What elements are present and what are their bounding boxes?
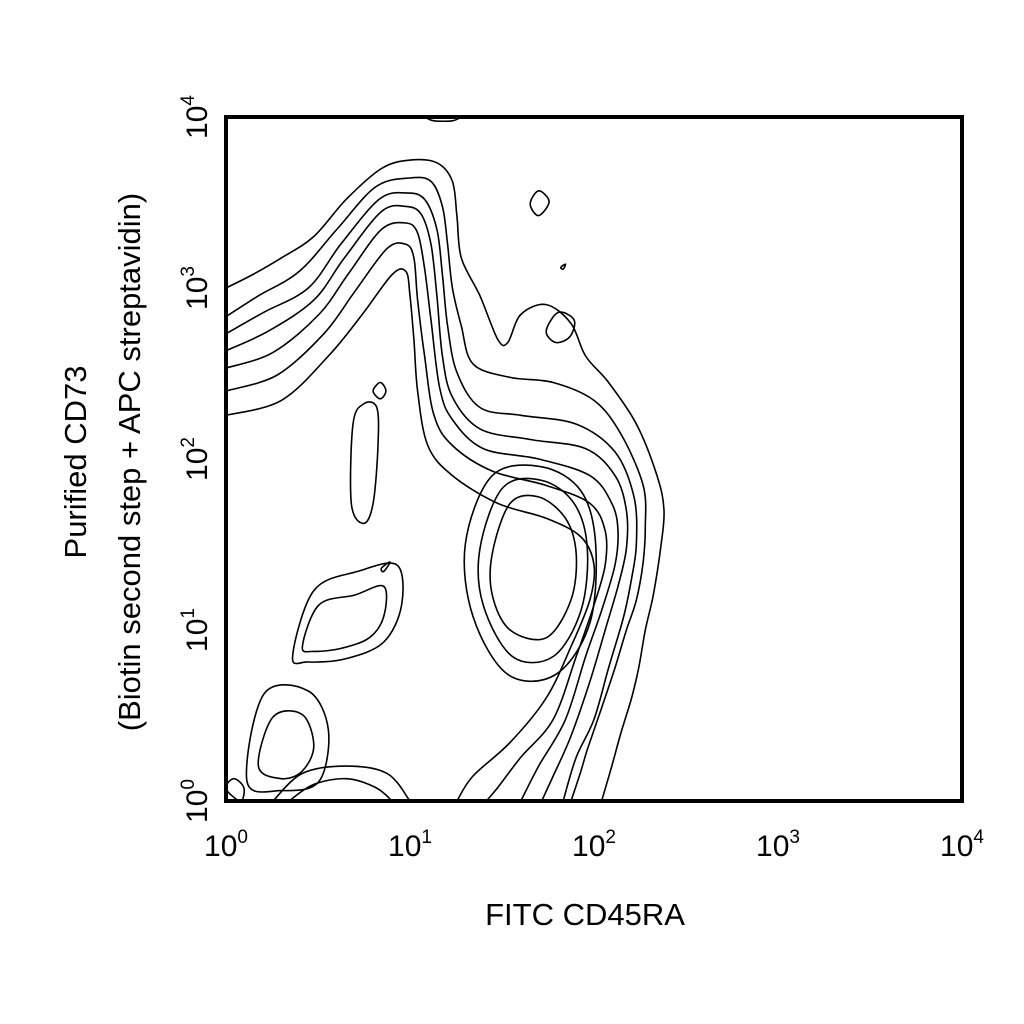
x-tick-label-2: 102 (572, 827, 616, 863)
contour-line-bottom-8 (288, 777, 393, 802)
y-tick-label-0: 100 (178, 779, 214, 823)
contour-line-lower-left-6 (257, 709, 315, 780)
contour-line-level-7 (225, 268, 596, 802)
plot-frame (224, 115, 964, 803)
y-tick-label-4: 104 (178, 95, 214, 139)
contour-line-mid-left-4 (301, 584, 388, 653)
y-axis-label-line1: Purified CD73 (58, 366, 93, 559)
contour-layer (225, 116, 665, 802)
contour-line-bottom-9 (272, 765, 411, 802)
contour-line-lower-left-7 (245, 683, 330, 793)
contour-line-top-blip-12 (545, 311, 576, 344)
contour-line-level-3 (225, 191, 638, 802)
contour-line-core-2 (463, 464, 598, 683)
y-tick-labels: 100 101 102 103 104 (178, 95, 214, 823)
contour-line-upper-left-3 (349, 401, 380, 525)
contour-line-level-6 (225, 242, 608, 802)
contour-line-small-15 (380, 561, 391, 573)
contour-line-top-blip-11 (529, 190, 550, 217)
contour-line-core-0 (489, 494, 578, 641)
contour-line-level-2 (225, 176, 647, 802)
contour-line-core-1 (477, 477, 589, 664)
x-tick-labels: 100 101 102 103 104 (204, 827, 984, 863)
contour-line-small-14 (372, 381, 387, 400)
x-tick-label-0: 100 (204, 827, 248, 863)
y-tick-label-3: 103 (178, 266, 214, 310)
contour-line-level-5 (225, 221, 619, 802)
y-axis-label-line2: (Biotin second step + APC streptavidin) (112, 193, 147, 731)
contour-line-level-4 (225, 204, 629, 802)
x-tick-label-1: 101 (388, 827, 432, 863)
y-tick-label-2: 102 (178, 437, 214, 481)
x-axis-label: FITC CD45RA (485, 897, 685, 932)
x-tick-label-3: 103 (756, 827, 800, 863)
contour-line-bottom-corner-10 (225, 777, 246, 802)
x-tick-label-4: 104 (940, 827, 984, 863)
contour-line-mid-left-5 (291, 562, 404, 665)
y-tick-label-1: 101 (178, 608, 214, 652)
contour-line-small-16 (559, 263, 567, 270)
contour-line-level-1 (225, 158, 665, 802)
